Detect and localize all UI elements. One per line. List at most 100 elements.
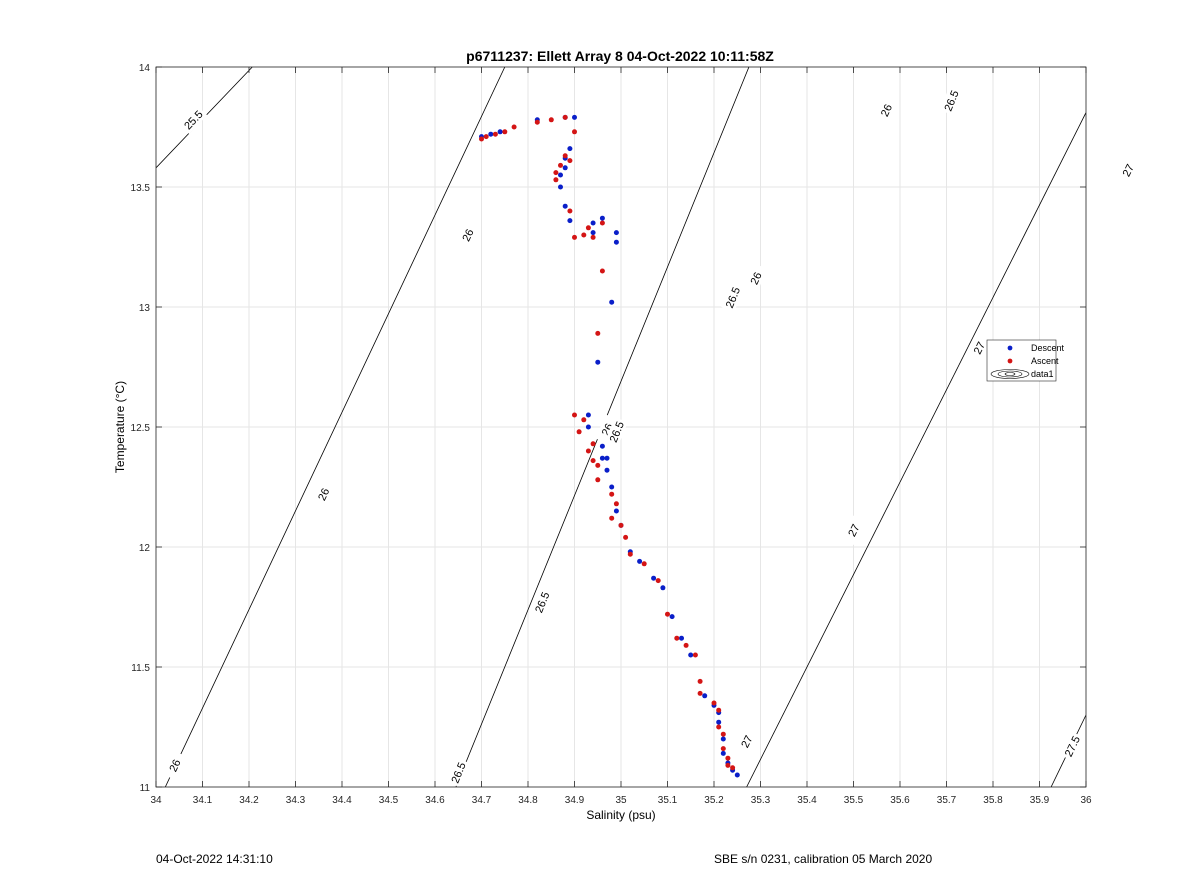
x-axis-ticks: 34 34.1 34.2 34.3 34.4 34.5 34.6 34.7 34.8 34.9 35…	[150, 67, 1092, 806]
ascent-point	[585, 225, 591, 231]
descent-point	[637, 558, 643, 564]
contour-label: 26	[455, 220, 480, 250]
contour-label-bg	[967, 333, 992, 363]
contour-label-text: 26.5	[724, 286, 743, 310]
contour-label-bg	[734, 726, 759, 757]
contour-label: 26	[874, 95, 898, 125]
contour-label-bg	[743, 263, 768, 293]
y-axis-ticks: 11 11.5 12 12.5 13 13.5 14	[131, 63, 1086, 794]
ascent-point	[618, 522, 624, 528]
ascent-point	[479, 136, 484, 142]
ascent-point	[590, 441, 596, 447]
contour-label-bg	[311, 479, 336, 509]
contour-label: 26.5	[530, 587, 554, 617]
ascent-point	[730, 765, 736, 771]
ascent-point	[641, 561, 647, 567]
contour-label: 26	[743, 263, 768, 293]
descent-point	[562, 203, 568, 209]
contour-line-27	[746, 112, 1086, 787]
x-tick-label: 35.4	[797, 795, 817, 806]
contour-label-bg	[874, 95, 898, 125]
legend: Descent Ascent data1	[986, 339, 1065, 382]
descent-point	[599, 215, 605, 221]
ascent-point	[665, 611, 670, 617]
ascent-point	[548, 117, 554, 123]
ascent-point	[581, 417, 587, 423]
x-tick-label: 35.8	[983, 795, 1003, 806]
ascent-point	[590, 458, 596, 464]
ascent-point	[697, 690, 703, 696]
contour-label-bg	[530, 587, 554, 617]
x-tick-label: 34.1	[193, 795, 213, 806]
legend-data1-marker	[990, 369, 1030, 379]
contour-label: 26.5	[939, 85, 963, 116]
contour-label-text: 26.5	[450, 761, 469, 785]
contour-label-text: 26	[749, 271, 765, 287]
ascent-point	[562, 153, 568, 159]
y-tick-label: 14	[139, 63, 151, 74]
x-tick-label: 35	[615, 795, 627, 806]
x-tick-label: 34.2	[239, 795, 259, 806]
ascent-point	[595, 462, 601, 468]
descent-point	[572, 114, 577, 120]
series-descent	[479, 114, 740, 778]
descent-point	[497, 129, 503, 135]
contour-label-bg	[455, 220, 480, 250]
ascent-point	[623, 534, 629, 540]
ascent-point	[553, 177, 559, 183]
descent-point	[720, 736, 726, 742]
data-points	[479, 114, 740, 778]
ascent-point	[613, 501, 619, 507]
descent-point	[488, 131, 494, 137]
ascent-point	[725, 762, 731, 768]
contour-label-text: 26.5	[943, 89, 962, 113]
contour-label-text: 26	[460, 227, 476, 243]
descent-point	[604, 467, 610, 473]
y-tick-label: 11.5	[131, 663, 150, 674]
x-tick-label: 35.9	[1030, 795, 1050, 806]
contour-label-text: 27	[972, 340, 988, 356]
contour-label-bg	[179, 105, 208, 135]
ascent-point	[562, 114, 568, 120]
ascent-point	[609, 491, 615, 497]
contour-label-bg	[939, 85, 963, 116]
contour-label-bg	[446, 757, 470, 788]
y-tick-label: 13	[139, 303, 151, 314]
descent-point	[595, 359, 601, 365]
series-ascent	[479, 114, 736, 771]
density-contour-labels: 25.526262626262626.526.526.526.526.52727…	[162, 85, 1140, 788]
ascent-point	[627, 551, 633, 557]
descent-point	[585, 424, 591, 430]
descent-point	[679, 635, 684, 641]
contour-label-bg	[721, 282, 744, 313]
x-tick-label: 35.2	[704, 795, 724, 806]
ascent-point	[483, 134, 489, 140]
ascent-point	[599, 268, 605, 274]
legend-box	[986, 339, 1057, 382]
ascent-point	[692, 652, 698, 658]
legend-ascent-label: Ascent	[1031, 356, 1059, 366]
descent-point	[609, 299, 615, 305]
ascent-point	[595, 477, 601, 483]
ascent-point	[553, 170, 559, 176]
descent-point	[567, 218, 573, 224]
contour-label-text: 27	[1121, 162, 1137, 178]
x-axis-label: Salinity (psu)	[586, 808, 655, 822]
contour-label-text: 26.5	[533, 590, 552, 614]
descent-point	[651, 575, 657, 581]
footer-calibration: SBE s/n 0231, calibration 05 March 2020	[714, 852, 933, 866]
ascent-point	[567, 158, 573, 164]
x-tick-label: 36	[1080, 795, 1092, 806]
ascent-point	[572, 234, 577, 240]
descent-point	[599, 443, 605, 449]
x-tick-label: 34.6	[425, 795, 445, 806]
descent-point	[590, 220, 596, 226]
contour-label-bg	[1060, 731, 1084, 761]
contour-label: 27	[967, 333, 992, 363]
x-tick-label: 35.7	[937, 795, 957, 806]
y-axis-label: Temperature (°C)	[113, 381, 127, 473]
y-tick-label: 13.5	[131, 183, 151, 194]
contour-label-text: 27	[846, 522, 862, 538]
descent-point	[613, 508, 619, 514]
